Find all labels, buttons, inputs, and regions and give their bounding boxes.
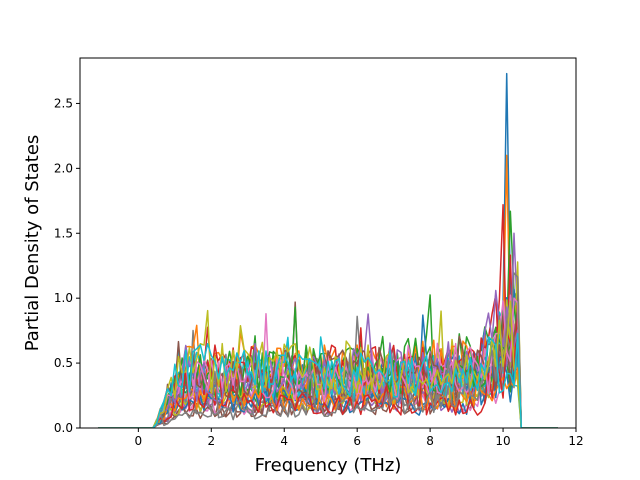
- x-tick-label: 10: [495, 434, 510, 448]
- y-tick-label: 1.5: [54, 226, 73, 240]
- x-axis-ticks: 0 2 4 6 8 10 12: [135, 428, 584, 448]
- x-tick-label: 12: [568, 434, 583, 448]
- y-tick-label: 1.0: [54, 291, 73, 305]
- x-tick-label: 6: [353, 434, 361, 448]
- y-axis-label: Partial Density of States: [22, 135, 43, 352]
- pdos-series-line: [98, 307, 558, 428]
- x-axis-label: Frequency (THz): [255, 455, 402, 476]
- series-layer: [98, 72, 558, 428]
- pdos-series-line: [98, 366, 558, 428]
- y-tick-label: 0.5: [54, 356, 73, 370]
- pdos-series-line: [98, 304, 558, 428]
- x-tick-label: 8: [426, 434, 434, 448]
- y-tick-label: 2.0: [54, 161, 73, 175]
- x-tick-label: 0: [135, 434, 143, 448]
- y-tick-label: 0.0: [54, 421, 73, 435]
- pdos-series-line: [98, 272, 558, 428]
- y-axis-ticks: 0.0 0.5 1.0 1.5 2.0 2.5: [54, 96, 80, 435]
- y-tick-label: 2.5: [54, 96, 73, 110]
- x-tick-label: 4: [280, 434, 288, 448]
- x-tick-label: 2: [207, 434, 215, 448]
- pdos-series-line: [98, 332, 558, 428]
- axes-frame: [79, 57, 577, 429]
